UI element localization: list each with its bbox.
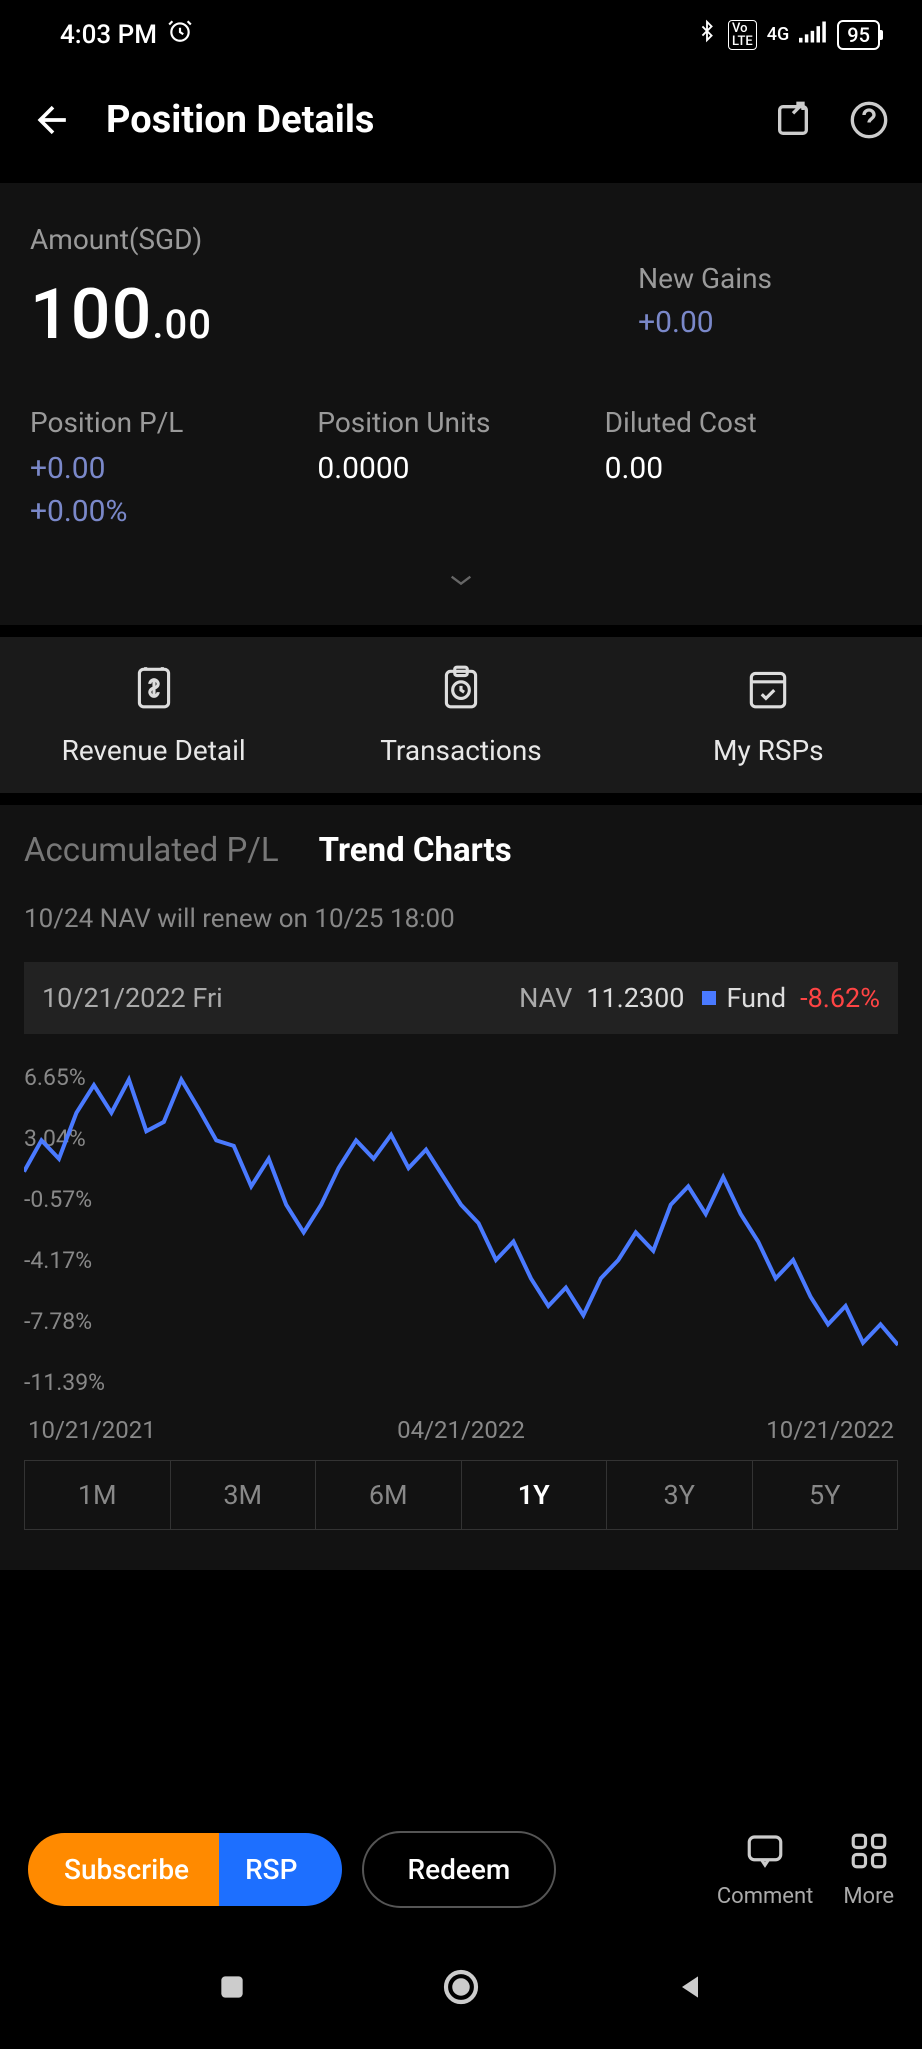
accumulated-pl-tab[interactable]: Accumulated P/L (24, 831, 279, 870)
position-units-value: 0.0000 (317, 451, 604, 486)
more-button[interactable]: More (843, 1830, 894, 1909)
chart-info-bar: 10/21/2022 Fri NAV 11.2300 Fund -8.62% (24, 962, 898, 1034)
fund-marker-icon (702, 991, 716, 1005)
position-pl-label: Position P/L (30, 406, 317, 439)
comment-label: Comment (717, 1884, 813, 1909)
bottom-action-bar: Subscribe RSP Redeem Comment More (0, 1810, 922, 1929)
transactions-tab[interactable]: Transactions (307, 663, 614, 767)
grid-icon (848, 1830, 890, 1878)
chart-x-tick: 10/21/2022 (766, 1416, 894, 1444)
redeem-button[interactable]: Redeem (362, 1831, 557, 1908)
range-tab-1m[interactable]: 1M (25, 1461, 171, 1529)
chart-line (24, 1080, 898, 1345)
calendar-check-icon (743, 663, 793, 720)
nav-value: 11.2300 (586, 982, 684, 1014)
new-gains-value: +0.00 (638, 305, 772, 340)
nav-label: NAV (519, 982, 572, 1014)
diluted-cost-label: Diluted Cost (605, 406, 892, 439)
range-tab-5y[interactable]: 5Y (753, 1461, 898, 1529)
back-button[interactable] (30, 97, 76, 143)
transactions-label: Transactions (380, 734, 542, 767)
diluted-cost-value: 0.00 (605, 451, 892, 486)
trend-charts-tab[interactable]: Trend Charts (319, 831, 512, 870)
range-tab-3y[interactable]: 3Y (607, 1461, 753, 1529)
new-gains-label: New Gains (638, 262, 772, 295)
position-pl-value: +0.00 (30, 451, 317, 486)
rsp-button[interactable]: RSP (201, 1833, 341, 1906)
chart-x-tick: 04/21/2022 (397, 1416, 525, 1444)
position-summary: Amount(SGD) 100.00 New Gains +0.00 Posit… (0, 183, 922, 625)
help-button[interactable] (846, 97, 892, 143)
my-rsps-label: My RSPs (713, 734, 824, 767)
dollar-receipt-icon (129, 663, 179, 720)
back-nav-button[interactable] (674, 1971, 706, 2007)
action-tabs: Revenue Detail Transactions My RSPs (0, 637, 922, 793)
comment-button[interactable]: Comment (717, 1830, 813, 1909)
nav-renewal-notice: 10/24 NAV will renew on 10/25 18:00 (24, 904, 898, 934)
network-type: 4G (767, 24, 790, 45)
position-pl-percent: +0.00% (30, 494, 317, 529)
bluetooth-icon (696, 18, 718, 51)
clipboard-clock-icon (436, 663, 486, 720)
share-button[interactable] (770, 97, 816, 143)
more-label: More (843, 1884, 894, 1909)
range-tab-6m[interactable]: 6M (316, 1461, 462, 1529)
trend-chart[interactable]: 6.65%3.04%-0.57%-4.17%-7.78%-11.39% 10/2… (24, 1064, 898, 1444)
recent-apps-button[interactable] (216, 1971, 248, 2007)
volte-icon: VoLTE (728, 20, 757, 50)
my-rsps-tab[interactable]: My RSPs (615, 663, 922, 767)
fund-label: Fund (726, 982, 786, 1014)
signal-icon (799, 20, 827, 50)
chart-section: Accumulated P/L Trend Charts 10/24 NAV w… (0, 805, 922, 1570)
range-tab-1y[interactable]: 1Y (462, 1461, 608, 1529)
comment-icon (744, 1830, 786, 1878)
revenue-detail-label: Revenue Detail (62, 734, 246, 767)
home-button[interactable] (441, 1967, 481, 2011)
amount-label: Amount(SGD) (30, 223, 892, 256)
range-tab-3m[interactable]: 3M (171, 1461, 317, 1529)
amount-value: 100.00 (30, 274, 212, 356)
subscribe-button[interactable]: Subscribe (28, 1833, 219, 1906)
revenue-detail-tab[interactable]: Revenue Detail (0, 663, 307, 767)
time-range-selector: 1M3M6M1Y3Y5Y (24, 1460, 898, 1530)
position-units-label: Position Units (317, 406, 604, 439)
status-bar: 4:03 PM VoLTE 4G 95 (0, 0, 922, 69)
chart-x-tick: 10/21/2021 (28, 1416, 156, 1444)
system-navigation-bar (0, 1929, 922, 2049)
battery-icon: 95 (837, 20, 880, 50)
fund-value: -8.62% (800, 982, 880, 1014)
chart-date: 10/21/2022 Fri (42, 982, 519, 1014)
header: Position Details (0, 69, 922, 183)
expand-button[interactable] (30, 557, 892, 605)
page-title: Position Details (106, 98, 740, 142)
status-time: 4:03 PM (60, 20, 157, 50)
alarm-icon (167, 18, 193, 51)
